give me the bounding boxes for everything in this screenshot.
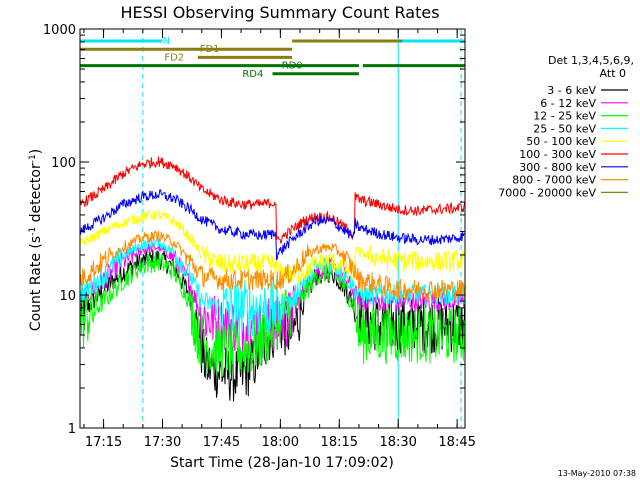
series-line-3 [79,237,466,338]
decimation-states: FD1 FD2 RD0 RD4 N [80,36,465,80]
series-layer [79,156,466,402]
state-label-1: FD2 [164,52,184,63]
series-line-6 [79,189,465,261]
y-axis-label-mid: detector [28,163,44,227]
y-tick-label-2: 100 [51,156,76,171]
legend-label-3: 25 - 50 keV [533,122,596,135]
legend-label-2: 12 - 25 keV [533,110,596,123]
y-axis-label: Count Rate (s-1 detector-1) [28,149,44,331]
state-label-2: RD0 [282,61,303,72]
legend-label-7: 800 - 7000 keV [512,174,596,187]
legend-label-8: 7000 - 20000 keV [498,186,596,199]
y-tick-label-0: 1 [68,422,76,437]
chart-title: HESSI Observing Summary Count Rates [120,3,439,22]
legend-label-0: 3 - 6 keV [547,84,596,97]
x-tick-label-2: 17:45 [203,435,240,450]
legend-label-6: 300 - 800 keV [519,161,596,174]
y-axis-label-post: ) [28,149,44,154]
y-axis-label-pre: Count Rate (s [28,236,44,331]
x-tick-label-4: 18:15 [321,435,358,450]
y-tick-label-3: 1000 [43,23,76,38]
legend-label-5: 100 - 300 keV [519,148,596,161]
legend-label-1: 6 - 12 keV [540,97,596,110]
y-axis-label-sup2: -1 [28,154,38,163]
y-axis-label-sup1: -1 [28,227,38,236]
series-line-7 [79,229,466,302]
series-line-5 [79,156,466,244]
series-line-4 [79,210,466,284]
plot-frame [79,28,466,429]
state-label-3: RD4 [242,69,263,80]
legend-label-4: 50 - 100 keV [526,135,596,148]
axes: 17:15 17:30 17:45 18:00 18:15 18:30 18:45 1 10 10… [43,23,476,450]
state-label-0: FD1 [200,44,220,55]
legend-header: Det 1,3,4,5,6,9, [548,54,634,67]
x-tick-label-1: 17:30 [144,435,181,450]
state-label-4: N [163,36,170,47]
x-tick-label-5: 18:30 [379,435,416,450]
plot-background [80,29,465,428]
footer-date: 13-May-2010 07:38 [558,469,636,478]
legend-header-2: Att 0 [600,67,626,80]
x-tick-label-0: 17:15 [85,435,122,450]
x-tick-label-3: 18:00 [262,435,299,450]
plot-area [80,29,465,428]
y-tick-label-1: 10 [59,289,76,304]
x-tick-label-6: 18:45 [438,435,475,450]
x-axis-label: Start Time (28-Jan-10 17:09:02) [170,455,394,471]
